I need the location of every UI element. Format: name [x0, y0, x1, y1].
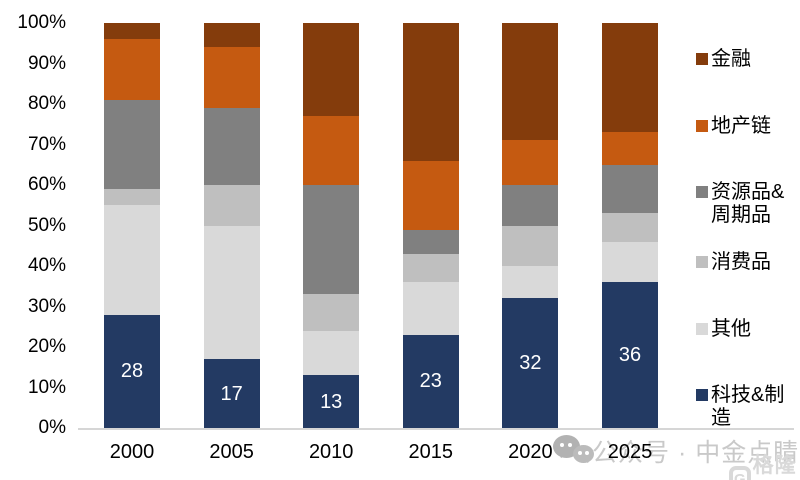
- legend-label: 资源品& 周期品: [711, 181, 785, 226]
- bar-segment: [203, 225, 260, 360]
- legend-swatch: [696, 53, 708, 65]
- y-axis-tick-label: 70%: [27, 133, 66, 155]
- bar-segment: [203, 23, 260, 48]
- gelonghui-logo-text: 格隆汇: [752, 454, 797, 477]
- bar-segment: [402, 253, 459, 283]
- legend-label: 金融: [711, 48, 751, 70]
- bar-segment: [303, 116, 360, 185]
- wechat-eye-icon: [568, 443, 572, 447]
- gelonghui-logo-letter: G: [733, 470, 746, 480]
- y-axis-tick-label: 20%: [27, 336, 66, 357]
- legend-item: 消费品: [696, 251, 800, 274]
- bar-segment: [402, 160, 459, 230]
- x-axis-label: 2025: [607, 441, 653, 463]
- bar-segment: [502, 140, 559, 185]
- bar-value-label: 23: [419, 370, 442, 393]
- legend-item: 其他: [696, 318, 800, 341]
- gelonghui-logo: G 格隆汇: [729, 449, 800, 480]
- bar-segment: [602, 213, 658, 242]
- bar-segment: [602, 164, 658, 214]
- legend-swatch: [696, 186, 708, 198]
- wechat-bubble-small: [573, 445, 594, 463]
- bar-value-label: 28: [120, 360, 144, 383]
- bar-segment: [402, 229, 459, 254]
- gelonghui-logo-icon: G: [729, 466, 751, 480]
- y-axis-tick-label: 50%: [27, 214, 66, 236]
- legend-label: 地产链: [711, 115, 771, 137]
- bar-segment: [602, 241, 658, 283]
- x-axis-line: [78, 428, 794, 430]
- x-axis-label: 2010: [308, 441, 354, 463]
- legend-label: 消费品: [711, 251, 771, 273]
- bar-segment: [402, 23, 459, 161]
- bar-segment: [602, 132, 658, 165]
- bar-segment: [203, 108, 260, 185]
- bar-segment: [104, 205, 160, 315]
- bar-segment: [502, 23, 559, 141]
- bar-segment: [203, 47, 260, 109]
- watermark-text: 公众号 · 中金点睛: [592, 439, 800, 467]
- bar-segment: [104, 189, 160, 206]
- legend-item: 科技&制 造: [696, 384, 800, 430]
- x-axis-label: 2005: [209, 441, 254, 463]
- y-axis-tick-label: 60%: [27, 174, 66, 195]
- legend-swatch: [696, 389, 708, 401]
- bar-value-label: 32: [519, 352, 542, 375]
- bar-segment: [502, 266, 559, 299]
- wechat-icon: [553, 435, 597, 469]
- y-axis-tick-label: 80%: [27, 93, 66, 114]
- legend-label: 科技&制 造: [711, 384, 785, 429]
- bar-segment: [502, 298, 559, 428]
- legend-label: 其他: [711, 318, 751, 340]
- bar-segment: [602, 23, 658, 133]
- x-axis-label: 2020: [508, 441, 553, 463]
- bar-segment: [502, 185, 559, 226]
- bar-segment: [203, 185, 260, 226]
- bar-segment: [104, 99, 160, 190]
- y-axis-tick-label: 40%: [27, 255, 66, 276]
- plot-area: 28 17 13 23 32 36: [0, 23, 800, 428]
- y-axis-tick-label: 0%: [38, 417, 66, 438]
- legend-item: 地产链: [696, 115, 800, 138]
- bar-segment: [402, 334, 459, 428]
- bar-segment: [602, 282, 658, 428]
- x-axis-label: 2015: [408, 441, 454, 463]
- y-axis-tick-label: 90%: [27, 52, 66, 74]
- y-axis-tick-label: 10%: [27, 376, 66, 398]
- bar-segment: [303, 185, 360, 295]
- bar-segment: [303, 375, 360, 428]
- bar-value-label: 13: [320, 390, 343, 413]
- wechat-eye-icon: [578, 451, 582, 455]
- x-axis-label: 2000: [109, 441, 155, 463]
- wechat-eye-icon: [585, 451, 589, 455]
- y-axis-tick-label: 100%: [17, 12, 66, 33]
- bar-value-label: 36: [618, 344, 642, 367]
- wechat-eye-icon: [560, 443, 564, 447]
- bar-value-label: 17: [220, 382, 243, 405]
- legend-item: 金融: [696, 48, 800, 71]
- legend-item: 资源品& 周期品: [696, 181, 800, 227]
- bar-segment: [303, 294, 360, 331]
- legend-swatch: [696, 323, 708, 335]
- legend-swatch: [696, 120, 708, 132]
- bar-segment: [104, 314, 160, 428]
- y-axis-tick-label: 30%: [27, 295, 66, 317]
- legend-swatch: [696, 256, 708, 268]
- bar-segment: [502, 225, 559, 266]
- bar-segment: [104, 39, 160, 100]
- bar-segment: [402, 282, 459, 335]
- bar-segment: [104, 23, 160, 40]
- bar-segment: [303, 23, 360, 117]
- bar-segment: [203, 359, 260, 428]
- bar-segment: [303, 330, 360, 376]
